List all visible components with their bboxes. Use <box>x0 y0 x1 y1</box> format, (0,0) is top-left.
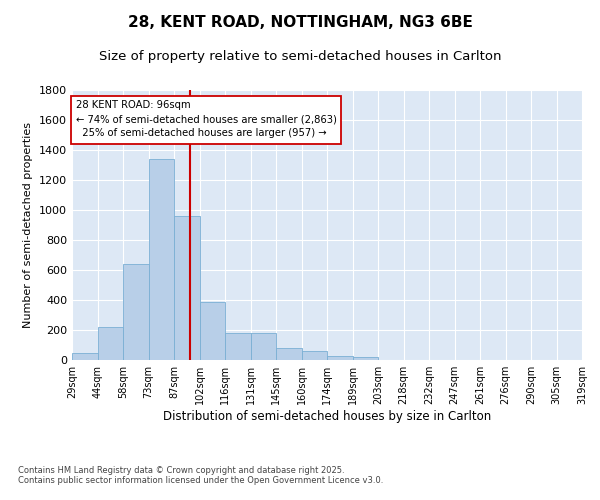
Bar <box>225 333 251 360</box>
Bar <box>327 356 353 360</box>
Bar <box>123 264 149 360</box>
Text: Contains HM Land Registry data © Crown copyright and database right 2025.
Contai: Contains HM Land Registry data © Crown c… <box>18 466 383 485</box>
Text: Size of property relative to semi-detached houses in Carlton: Size of property relative to semi-detach… <box>99 50 501 63</box>
Text: 28 KENT ROAD: 96sqm
← 74% of semi-detached houses are smaller (2,863)
  25% of s: 28 KENT ROAD: 96sqm ← 74% of semi-detach… <box>76 100 337 138</box>
Bar <box>149 159 174 360</box>
Text: 28, KENT ROAD, NOTTINGHAM, NG3 6BE: 28, KENT ROAD, NOTTINGHAM, NG3 6BE <box>128 15 472 30</box>
Bar <box>353 357 378 360</box>
X-axis label: Distribution of semi-detached houses by size in Carlton: Distribution of semi-detached houses by … <box>163 410 491 423</box>
Bar <box>251 333 276 360</box>
Bar <box>174 216 199 360</box>
Bar <box>302 351 327 360</box>
Bar <box>276 348 302 360</box>
Y-axis label: Number of semi-detached properties: Number of semi-detached properties <box>23 122 34 328</box>
Bar <box>199 302 225 360</box>
Bar <box>97 327 123 360</box>
Bar <box>72 352 97 360</box>
